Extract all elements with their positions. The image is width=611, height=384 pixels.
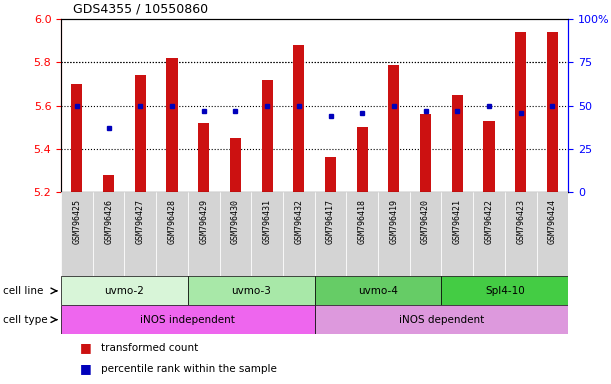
Text: GSM796418: GSM796418 — [357, 199, 367, 244]
Text: cell type: cell type — [3, 314, 48, 325]
Text: GSM796424: GSM796424 — [548, 199, 557, 244]
Bar — [483, 121, 494, 192]
Text: GSM796417: GSM796417 — [326, 199, 335, 244]
Text: GSM796425: GSM796425 — [73, 199, 81, 244]
Text: ■: ■ — [79, 341, 91, 354]
Bar — [166, 58, 178, 192]
Bar — [441, 276, 568, 305]
Bar — [251, 192, 283, 276]
Text: GSM796430: GSM796430 — [231, 199, 240, 244]
Bar — [346, 192, 378, 276]
Text: GSM796428: GSM796428 — [167, 199, 177, 244]
Bar — [219, 192, 251, 276]
Bar — [61, 276, 188, 305]
Text: Spl4-10: Spl4-10 — [485, 286, 525, 296]
Text: uvmo-3: uvmo-3 — [232, 286, 271, 296]
Text: GSM796423: GSM796423 — [516, 199, 525, 244]
Text: GSM796429: GSM796429 — [199, 199, 208, 244]
Bar — [378, 192, 410, 276]
Bar — [188, 276, 315, 305]
Text: ■: ■ — [79, 362, 91, 375]
Text: GSM796431: GSM796431 — [263, 199, 272, 244]
Bar — [410, 192, 441, 276]
Text: iNOS dependent: iNOS dependent — [399, 314, 484, 325]
Text: GSM796427: GSM796427 — [136, 199, 145, 244]
Bar — [473, 192, 505, 276]
Bar — [188, 192, 219, 276]
Bar — [536, 192, 568, 276]
Bar — [230, 138, 241, 192]
Text: GSM796419: GSM796419 — [389, 199, 398, 244]
Bar — [283, 192, 315, 276]
Text: transformed count: transformed count — [101, 343, 198, 353]
Bar — [156, 192, 188, 276]
Bar — [315, 192, 346, 276]
Text: cell line: cell line — [3, 286, 43, 296]
Bar — [315, 276, 441, 305]
Bar — [325, 157, 336, 192]
Bar — [198, 123, 210, 192]
Bar — [505, 192, 536, 276]
Bar — [389, 65, 400, 192]
Text: uvmo-2: uvmo-2 — [104, 286, 144, 296]
Text: GDS4355 / 10550860: GDS4355 / 10550860 — [73, 2, 208, 15]
Bar — [315, 305, 568, 334]
Bar — [420, 114, 431, 192]
Bar — [441, 192, 473, 276]
Bar — [547, 32, 558, 192]
Bar — [93, 192, 125, 276]
Bar — [135, 75, 146, 192]
Text: uvmo-4: uvmo-4 — [358, 286, 398, 296]
Bar — [103, 175, 114, 192]
Bar — [262, 80, 273, 192]
Bar — [125, 192, 156, 276]
Bar — [357, 127, 368, 192]
Bar — [71, 84, 82, 192]
Bar — [293, 45, 304, 192]
Bar — [452, 95, 463, 192]
Text: iNOS independent: iNOS independent — [141, 314, 235, 325]
Bar — [515, 32, 526, 192]
Text: GSM796421: GSM796421 — [453, 199, 462, 244]
Bar — [61, 305, 315, 334]
Text: GSM796422: GSM796422 — [485, 199, 494, 244]
Bar — [61, 192, 93, 276]
Text: GSM796432: GSM796432 — [295, 199, 303, 244]
Text: GSM796426: GSM796426 — [104, 199, 113, 244]
Text: percentile rank within the sample: percentile rank within the sample — [101, 364, 277, 374]
Text: GSM796420: GSM796420 — [421, 199, 430, 244]
